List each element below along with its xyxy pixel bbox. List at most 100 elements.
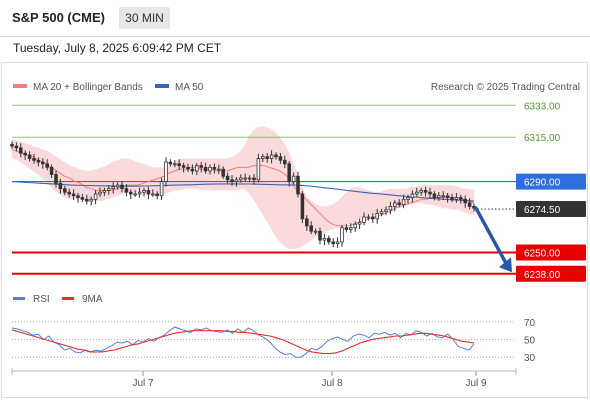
candle xyxy=(19,143,23,158)
chart-datetime: Tuesday, July 8, 2025 6:09:42 PM CET xyxy=(13,41,222,55)
rsi-tick-label: 50 xyxy=(524,336,536,347)
candle-body xyxy=(256,158,261,181)
candle xyxy=(437,192,441,202)
candle xyxy=(331,238,335,248)
candle-body xyxy=(159,181,164,197)
chart-frame xyxy=(1,62,588,398)
candle xyxy=(203,162,208,174)
candle-body xyxy=(164,161,168,182)
candle xyxy=(362,212,366,226)
rsi-ma-legend-swatch xyxy=(62,297,74,300)
candle-body xyxy=(80,197,85,200)
candle xyxy=(137,187,142,198)
candle xyxy=(221,166,225,180)
candle-body xyxy=(190,168,195,172)
candle-body xyxy=(230,179,234,182)
candle-body xyxy=(225,175,230,181)
candle-body xyxy=(287,163,291,182)
candle-body xyxy=(388,205,393,211)
ma20-legend-label: MA 20 + Bollinger Bands xyxy=(33,82,143,93)
candle xyxy=(80,193,85,203)
candle xyxy=(142,187,146,197)
candle xyxy=(393,200,397,212)
candle xyxy=(406,194,410,204)
candle-body xyxy=(58,182,63,190)
candle-body xyxy=(379,211,384,214)
candle xyxy=(300,191,305,224)
candle-body xyxy=(327,237,331,243)
candle xyxy=(441,191,445,201)
candle-body xyxy=(45,163,49,168)
candle xyxy=(322,233,327,246)
candle xyxy=(208,164,212,175)
candle-body xyxy=(120,184,124,190)
candle-body xyxy=(173,163,177,166)
candle-body xyxy=(322,237,327,241)
candle-body xyxy=(32,158,36,161)
candle xyxy=(252,174,256,185)
candle-body xyxy=(454,197,459,200)
candle-body xyxy=(349,227,353,230)
candle-body xyxy=(36,159,41,163)
candle xyxy=(32,153,36,164)
candle xyxy=(335,237,340,248)
candle-body xyxy=(269,154,274,159)
ma20-legend-swatch xyxy=(13,84,27,88)
candle xyxy=(186,163,190,172)
interval-button[interactable]: 30 MIN xyxy=(119,7,170,29)
candle xyxy=(265,153,269,163)
price-levels xyxy=(12,104,516,275)
candle xyxy=(199,161,203,173)
attribution: Research © 2025 Trading Central xyxy=(431,82,580,93)
candle-body xyxy=(366,216,371,219)
candle xyxy=(89,196,93,206)
candle-body xyxy=(199,165,203,168)
candle xyxy=(234,176,239,187)
candle-body xyxy=(450,197,454,200)
candle xyxy=(173,160,177,168)
candle xyxy=(291,172,296,185)
candle-body xyxy=(445,195,450,198)
candle xyxy=(63,185,67,196)
candle-body xyxy=(305,218,309,227)
candle-body xyxy=(410,193,415,198)
candle xyxy=(151,189,155,197)
ma50-legend-swatch xyxy=(155,84,169,88)
candle-body xyxy=(261,156,265,159)
candle xyxy=(309,221,313,235)
candle-body xyxy=(41,161,45,165)
rsi-panel: 30 50 70 xyxy=(11,318,536,364)
candle-body xyxy=(393,202,397,207)
candle-body xyxy=(168,161,173,165)
candle xyxy=(445,192,450,203)
candle xyxy=(71,189,76,201)
candle-body xyxy=(243,177,247,180)
candle xyxy=(375,208,379,224)
candle xyxy=(120,181,124,193)
candle-body xyxy=(142,190,146,193)
forecast-arrow-head xyxy=(499,257,512,273)
price-legend: MA 20 + Bollinger Bands MA 50 Research ©… xyxy=(13,82,580,93)
forecast-arrow-shaft xyxy=(474,206,508,266)
candle xyxy=(58,178,63,194)
candle-body xyxy=(463,198,467,204)
candle-body xyxy=(203,166,208,172)
candle xyxy=(129,189,133,199)
candle xyxy=(10,141,14,149)
candle xyxy=(357,218,362,230)
candle xyxy=(419,187,423,196)
candle-body xyxy=(296,175,300,195)
time-axis: Jul 7 Jul 8 Jul 9 xyxy=(11,368,517,389)
level-tag-3 xyxy=(516,244,586,261)
candle-body xyxy=(432,193,437,198)
candle-body xyxy=(419,190,423,193)
candle-body xyxy=(151,193,155,196)
candle xyxy=(450,193,454,203)
level-tag-4 xyxy=(516,265,586,282)
candle xyxy=(217,164,221,175)
candle-body xyxy=(309,225,313,232)
rsi-ma-line xyxy=(11,329,475,355)
candle xyxy=(459,194,463,204)
candle xyxy=(269,150,274,164)
candle-body xyxy=(313,230,318,233)
